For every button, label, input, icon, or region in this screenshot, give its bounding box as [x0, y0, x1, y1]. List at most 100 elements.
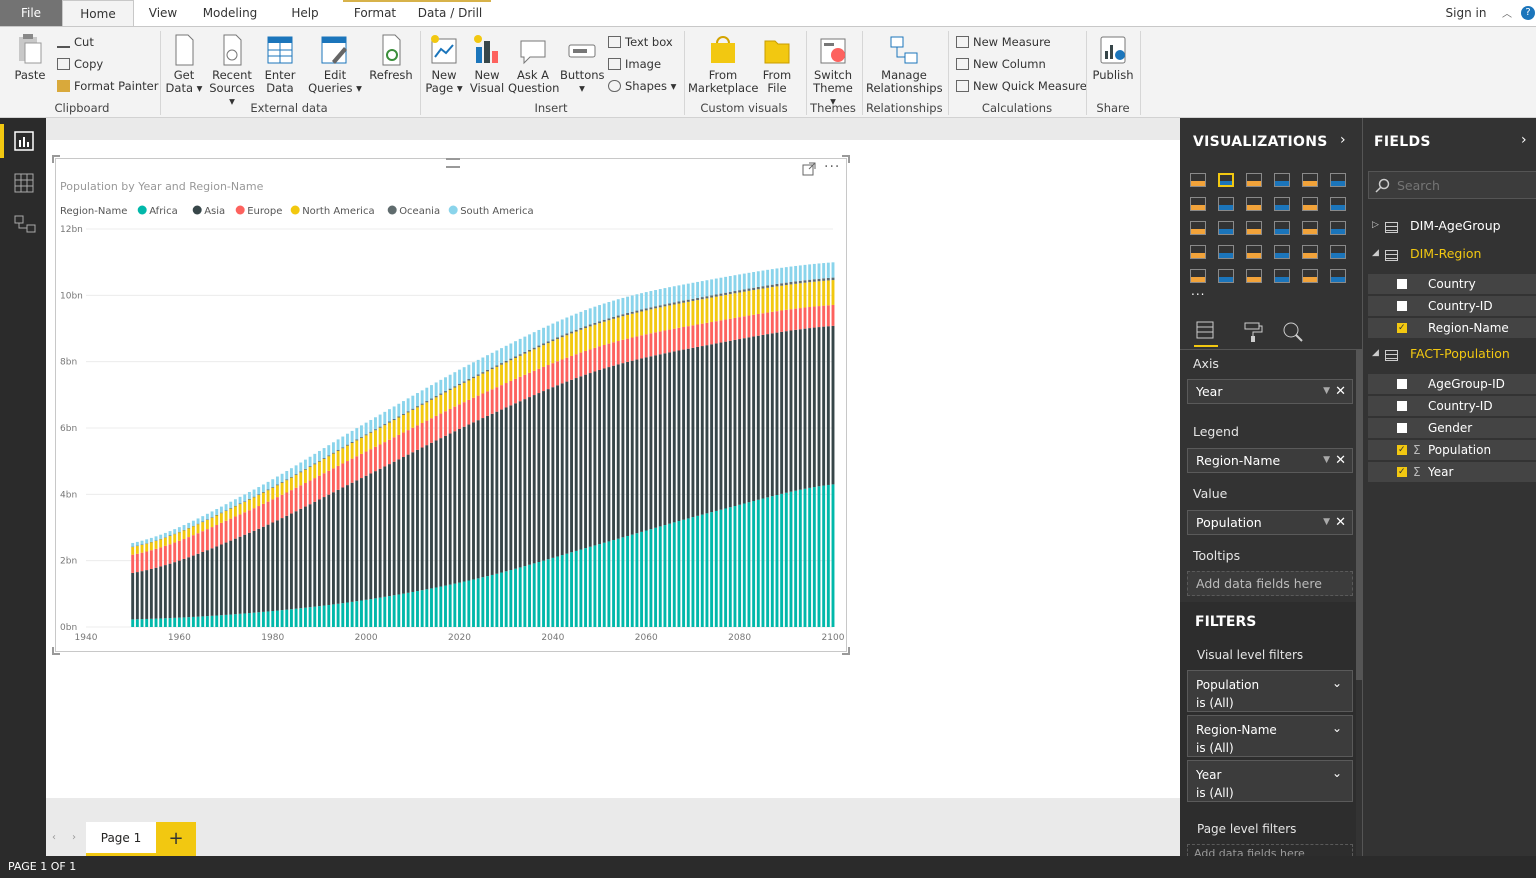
visual-type-icon[interactable]: [1274, 221, 1290, 235]
bar-segment[interactable]: [131, 547, 135, 555]
bar-segment[interactable]: [331, 453, 335, 469]
legend-entry[interactable]: Oceania: [399, 206, 440, 217]
focus-mode-icon[interactable]: [802, 162, 816, 176]
bar-segment[interactable]: [472, 397, 475, 423]
visual-type-icon[interactable]: [1274, 197, 1290, 211]
bar-segment[interactable]: [640, 309, 644, 312]
bar-segment[interactable]: [504, 345, 508, 361]
bar-segment[interactable]: [481, 418, 485, 578]
bar-segment[interactable]: [831, 304, 835, 326]
bar-segment[interactable]: [640, 335, 644, 359]
bar-segment[interactable]: [630, 313, 634, 338]
visual-type-icon[interactable]: [1330, 269, 1346, 283]
bar-segment[interactable]: [444, 377, 447, 392]
bar-segment[interactable]: [467, 379, 471, 381]
bar-segment[interactable]: [616, 317, 620, 342]
bar-segment[interactable]: [331, 442, 335, 453]
bar-segment[interactable]: [182, 529, 186, 531]
bar-segment[interactable]: [486, 371, 489, 392]
bar-segment[interactable]: [448, 388, 452, 390]
bar-segment[interactable]: [570, 355, 573, 380]
bar-segment[interactable]: [219, 506, 223, 513]
bar-segment[interactable]: [784, 309, 788, 332]
bar-segment[interactable]: [616, 538, 620, 627]
tab-help[interactable]: Help: [291, 6, 319, 20]
bar-segment[interactable]: [812, 263, 816, 280]
bar-segment[interactable]: [710, 279, 714, 296]
bar-segment[interactable]: [467, 364, 471, 380]
bar-segment[interactable]: [532, 395, 536, 564]
bar-segment[interactable]: [462, 581, 466, 627]
bar-segment[interactable]: [822, 326, 826, 486]
bar-segment[interactable]: [196, 524, 200, 534]
field-checkbox[interactable]: [1397, 301, 1407, 311]
expand-arrow-icon[interactable]: ◢: [1372, 248, 1379, 258]
bar-segment[interactable]: [579, 311, 583, 328]
bar-segment[interactable]: [238, 504, 242, 515]
bar-segment[interactable]: [812, 279, 816, 282]
bar-segment[interactable]: [588, 308, 592, 325]
bar-segment[interactable]: [598, 369, 602, 545]
bar-segment[interactable]: [247, 499, 251, 511]
field-checkbox[interactable]: ✓: [1397, 323, 1407, 333]
bar-segment[interactable]: [331, 492, 335, 605]
bar-segment[interactable]: [728, 294, 732, 319]
bar-segment[interactable]: [472, 362, 475, 377]
bar-segment[interactable]: [644, 530, 648, 627]
bar-segment[interactable]: [378, 414, 382, 427]
bar-segment[interactable]: [191, 616, 195, 627]
tab-view[interactable]: View: [148, 6, 178, 20]
bar-segment[interactable]: [317, 461, 321, 476]
bar-segment[interactable]: [402, 401, 405, 414]
bar-segment[interactable]: [476, 359, 480, 375]
bar-segment[interactable]: [775, 332, 779, 496]
bar-segment[interactable]: [322, 448, 326, 459]
legend-entry[interactable]: South America: [460, 206, 534, 217]
bar-segment[interactable]: [257, 506, 261, 529]
bar-segment[interactable]: [458, 369, 461, 384]
bar-segment[interactable]: [537, 329, 541, 346]
bar-segment[interactable]: [724, 508, 728, 627]
bar-segment[interactable]: [327, 494, 331, 605]
bar-segment[interactable]: [607, 541, 611, 627]
bar-segment[interactable]: [159, 547, 163, 567]
get-data-button[interactable]: Get Data ▾: [164, 33, 204, 95]
bar-segment[interactable]: [261, 484, 265, 492]
bar-segment[interactable]: [532, 370, 536, 396]
bar-segment[interactable]: [444, 391, 447, 393]
collapse-arrow-icon[interactable]: ▷: [1372, 220, 1379, 230]
tab-data-drill[interactable]: Data / Drill: [417, 6, 483, 20]
bar-segment[interactable]: [402, 432, 405, 458]
bar-segment[interactable]: [224, 614, 228, 627]
bar-segment[interactable]: [397, 416, 401, 418]
bar-segment[interactable]: [308, 467, 312, 481]
bar-segment[interactable]: [528, 349, 531, 352]
bar-segment[interactable]: [224, 504, 228, 511]
bar-segment[interactable]: [546, 365, 550, 390]
bar-segment[interactable]: [789, 284, 793, 310]
bar-segment[interactable]: [598, 305, 602, 322]
bar-segment[interactable]: [794, 308, 798, 330]
bar-segment[interactable]: [434, 587, 438, 627]
bar-segment[interactable]: [187, 557, 191, 618]
bar-segment[interactable]: [556, 361, 559, 386]
bar-segment[interactable]: [686, 348, 690, 519]
bar-segment[interactable]: [280, 494, 284, 519]
bar-segment[interactable]: [803, 264, 807, 281]
bar-segment[interactable]: [607, 367, 611, 542]
bar-segment[interactable]: [229, 508, 233, 519]
visual-type-icon[interactable]: [1218, 245, 1234, 259]
bar-segment[interactable]: [607, 318, 611, 321]
bar-segment[interactable]: [649, 291, 653, 308]
bar-segment[interactable]: [411, 452, 415, 592]
bar-segment[interactable]: [588, 546, 592, 627]
bar-segment[interactable]: [565, 335, 569, 358]
bar-segment[interactable]: [163, 545, 167, 566]
bar-segment[interactable]: [303, 468, 307, 470]
bar-segment[interactable]: [341, 463, 345, 488]
bar-segment[interactable]: [140, 571, 144, 620]
bar-segment[interactable]: [154, 536, 158, 541]
bar-segment[interactable]: [476, 395, 480, 421]
bar-segment[interactable]: [439, 393, 443, 395]
bar-segment[interactable]: [140, 540, 144, 545]
